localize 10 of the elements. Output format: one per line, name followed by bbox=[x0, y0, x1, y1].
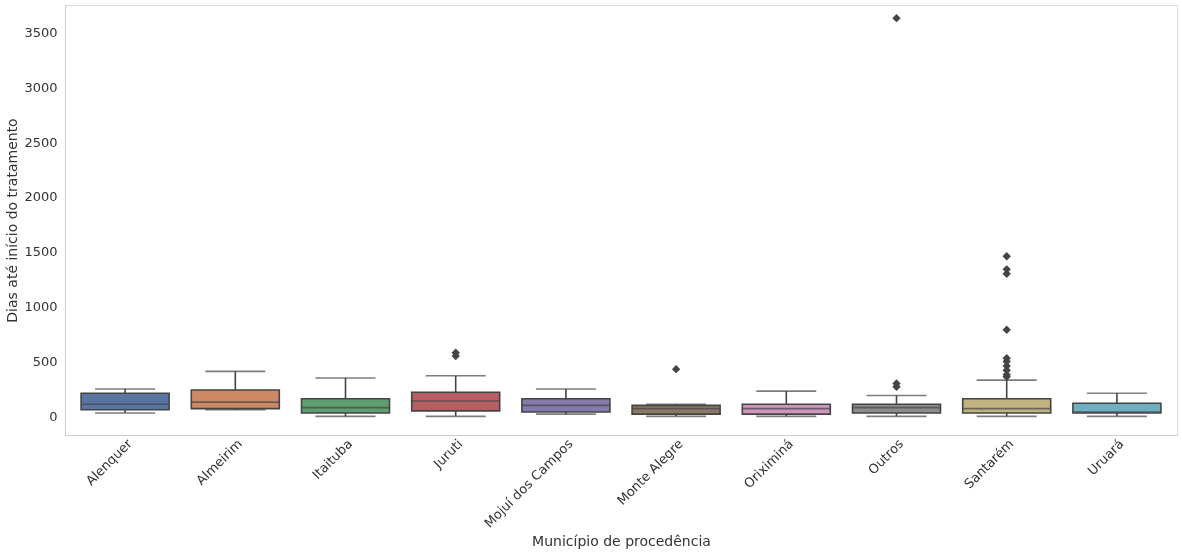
y-tick-label: 3000 bbox=[24, 79, 58, 95]
y-tick-label: 0 bbox=[49, 408, 58, 424]
y-tick-label: 2000 bbox=[24, 189, 58, 205]
y-tick-label: 1500 bbox=[24, 244, 58, 260]
y-tick-label: 3500 bbox=[24, 24, 58, 40]
y-tick-label: 500 bbox=[32, 354, 58, 370]
y-tick-label: 2500 bbox=[24, 134, 58, 150]
y-tick-label: 1000 bbox=[24, 299, 58, 315]
y-axis-title: Dias até início do tratamento bbox=[4, 118, 21, 323]
x-axis-title: Município de procedência bbox=[532, 532, 711, 549]
